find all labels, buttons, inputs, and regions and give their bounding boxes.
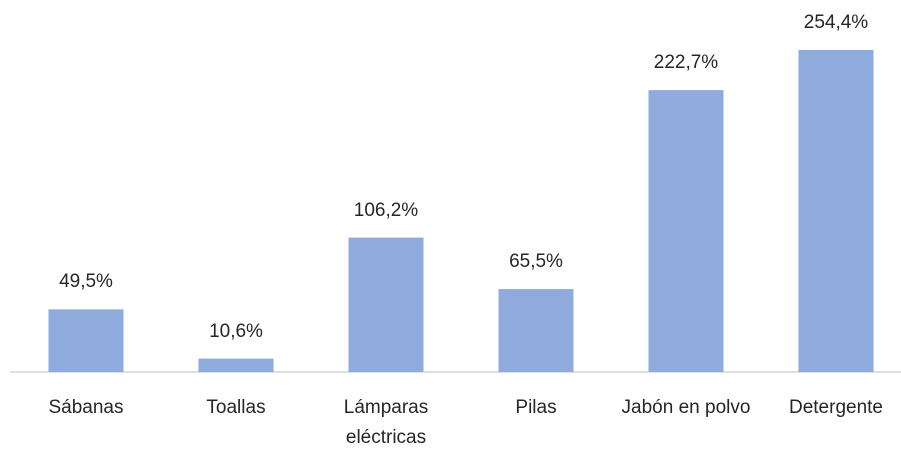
bar — [648, 90, 724, 373]
bar — [348, 237, 424, 372]
value-label: 222,7% — [653, 52, 719, 74]
x-tick-label: Toallas — [206, 397, 266, 418]
bar — [48, 309, 124, 372]
value-label: 106,2% — [353, 199, 419, 221]
value-label: 10,6% — [209, 320, 263, 342]
value-label: 49,5% — [59, 271, 113, 293]
x-tick-label: Lámparas eléctricas — [343, 397, 429, 448]
x-tick-label: Detergente — [788, 397, 883, 418]
value-label: 65,5% — [509, 251, 563, 273]
bar — [498, 289, 574, 372]
x-tick-label: Sábanas — [48, 397, 124, 418]
x-tick-label: Pilas — [515, 397, 557, 418]
bar — [198, 358, 274, 372]
bar — [798, 50, 874, 372]
x-tick-label: Jabón en polvo — [621, 397, 751, 418]
value-label: 254,4% — [803, 12, 869, 33]
